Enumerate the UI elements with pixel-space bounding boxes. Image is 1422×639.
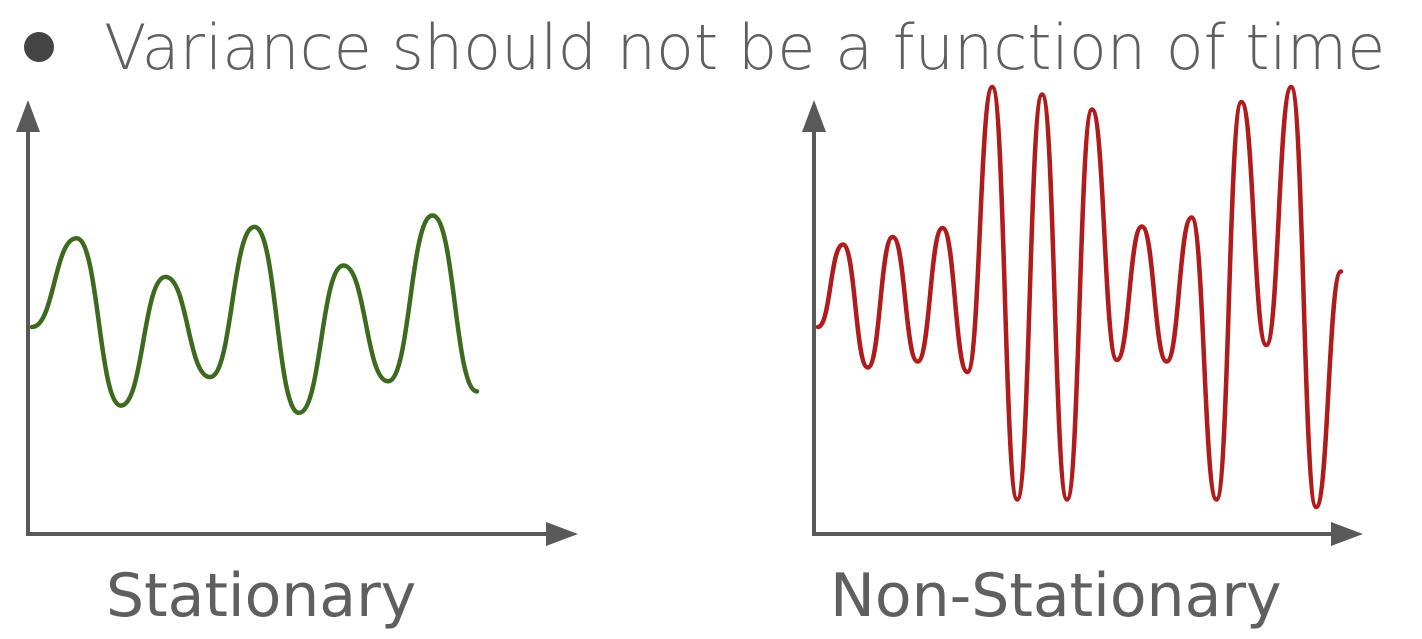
non-stationary-x-arrow-icon [1331,522,1363,546]
bullet-text: Variance should not be a function of tim… [104,11,1386,84]
stationary-caption: Stationary [106,561,417,631]
stationary-series-line [29,213,480,416]
stationary-y-arrow-icon [16,100,40,132]
bullet-point-icon [24,32,54,62]
non-stationary-y-arrow-icon [802,100,826,132]
non-stationary-chart [802,84,1363,546]
stationary-x-arrow-icon [546,522,578,546]
non-stationary-caption: Non-Stationary [830,561,1282,631]
non-stationary-series-line [815,84,1344,510]
stationary-chart [16,100,578,546]
